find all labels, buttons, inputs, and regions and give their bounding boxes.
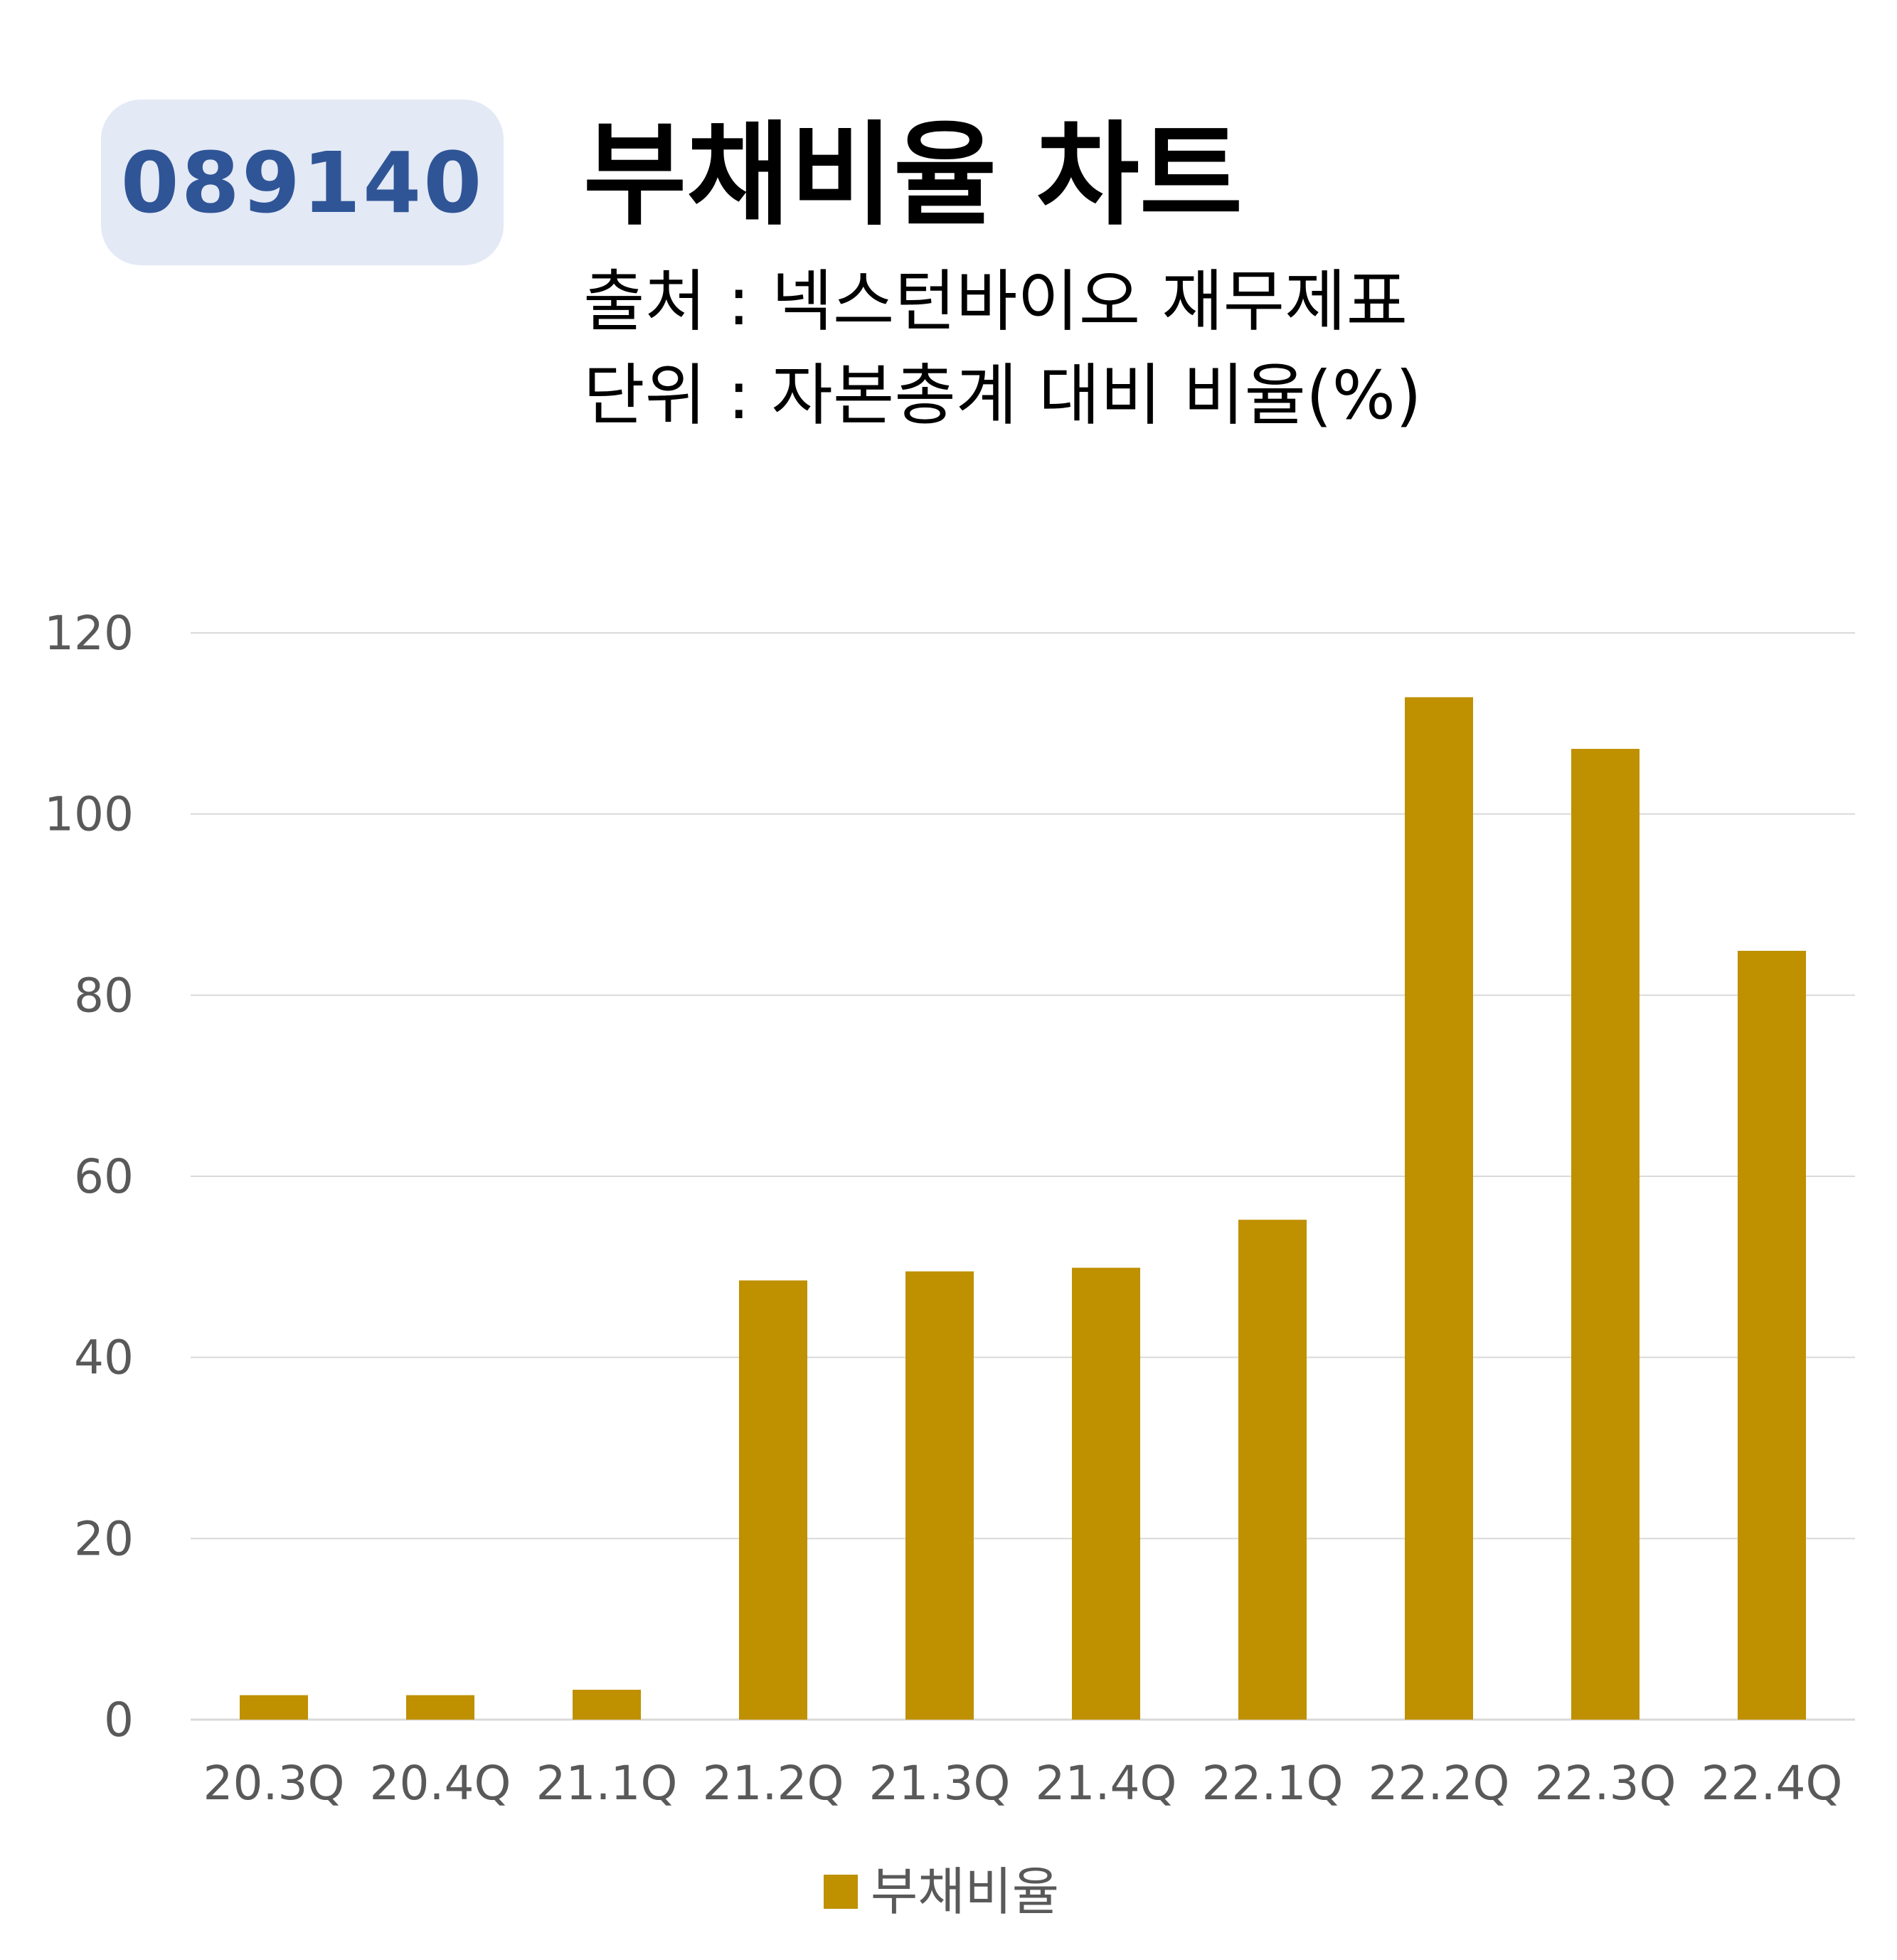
legend-swatch — [824, 1875, 858, 1909]
y-tick-label: 20 — [74, 1511, 134, 1566]
chart-source: 출처 : 넥스턴바이오 재무제표 — [583, 263, 1408, 341]
ticker-badge: 089140 — [101, 100, 504, 265]
bar — [1405, 697, 1473, 1720]
x-tick-label: 20.4Q — [370, 1756, 511, 1811]
y-tick-label: 100 — [44, 787, 134, 842]
x-tick-label: 20.3Q — [203, 1756, 345, 1811]
bar — [739, 1280, 807, 1720]
bar — [1072, 1267, 1140, 1720]
bar — [573, 1689, 641, 1720]
legend-label: 부채비율 — [871, 1862, 1059, 1922]
chart-unit: 단위 : 자본총계 대비 비율(%) — [583, 357, 1422, 435]
x-tick-label: 21.1Q — [536, 1756, 678, 1811]
y-axis-ticks: 0 20 40 60 80 100 120 — [44, 606, 134, 1747]
ticker-code: 089140 — [120, 133, 484, 232]
x-tick-label: 22.3Q — [1535, 1756, 1677, 1811]
bars — [240, 697, 1806, 1720]
x-tick-label: 22.1Q — [1202, 1756, 1344, 1811]
legend: 부채비율 — [824, 1862, 1059, 1922]
y-tick-label: 60 — [74, 1149, 134, 1204]
y-tick-label: 0 — [104, 1693, 134, 1747]
y-tick-label: 120 — [44, 606, 134, 661]
bar — [1571, 748, 1640, 1720]
chart-title: 부채비율 차트 — [583, 110, 1243, 241]
x-tick-label: 21.2Q — [703, 1756, 844, 1811]
gridlines — [191, 632, 1855, 1721]
bar — [1738, 950, 1806, 1720]
y-tick-label: 80 — [74, 968, 134, 1023]
x-tick-label: 21.3Q — [869, 1756, 1011, 1811]
bar — [406, 1695, 474, 1720]
x-tick-label: 22.4Q — [1701, 1756, 1843, 1811]
x-tick-label: 22.2Q — [1369, 1756, 1510, 1811]
bar — [240, 1695, 308, 1720]
bar — [1238, 1220, 1307, 1720]
bar — [905, 1271, 974, 1720]
x-axis-ticks: 20.3Q 20.4Q 21.1Q 21.2Q 21.3Q 21.4Q 22.1Q 22.2Q… — [203, 1756, 1843, 1811]
y-tick-label: 40 — [74, 1331, 134, 1385]
x-tick-label: 21.4Q — [1036, 1756, 1177, 1811]
